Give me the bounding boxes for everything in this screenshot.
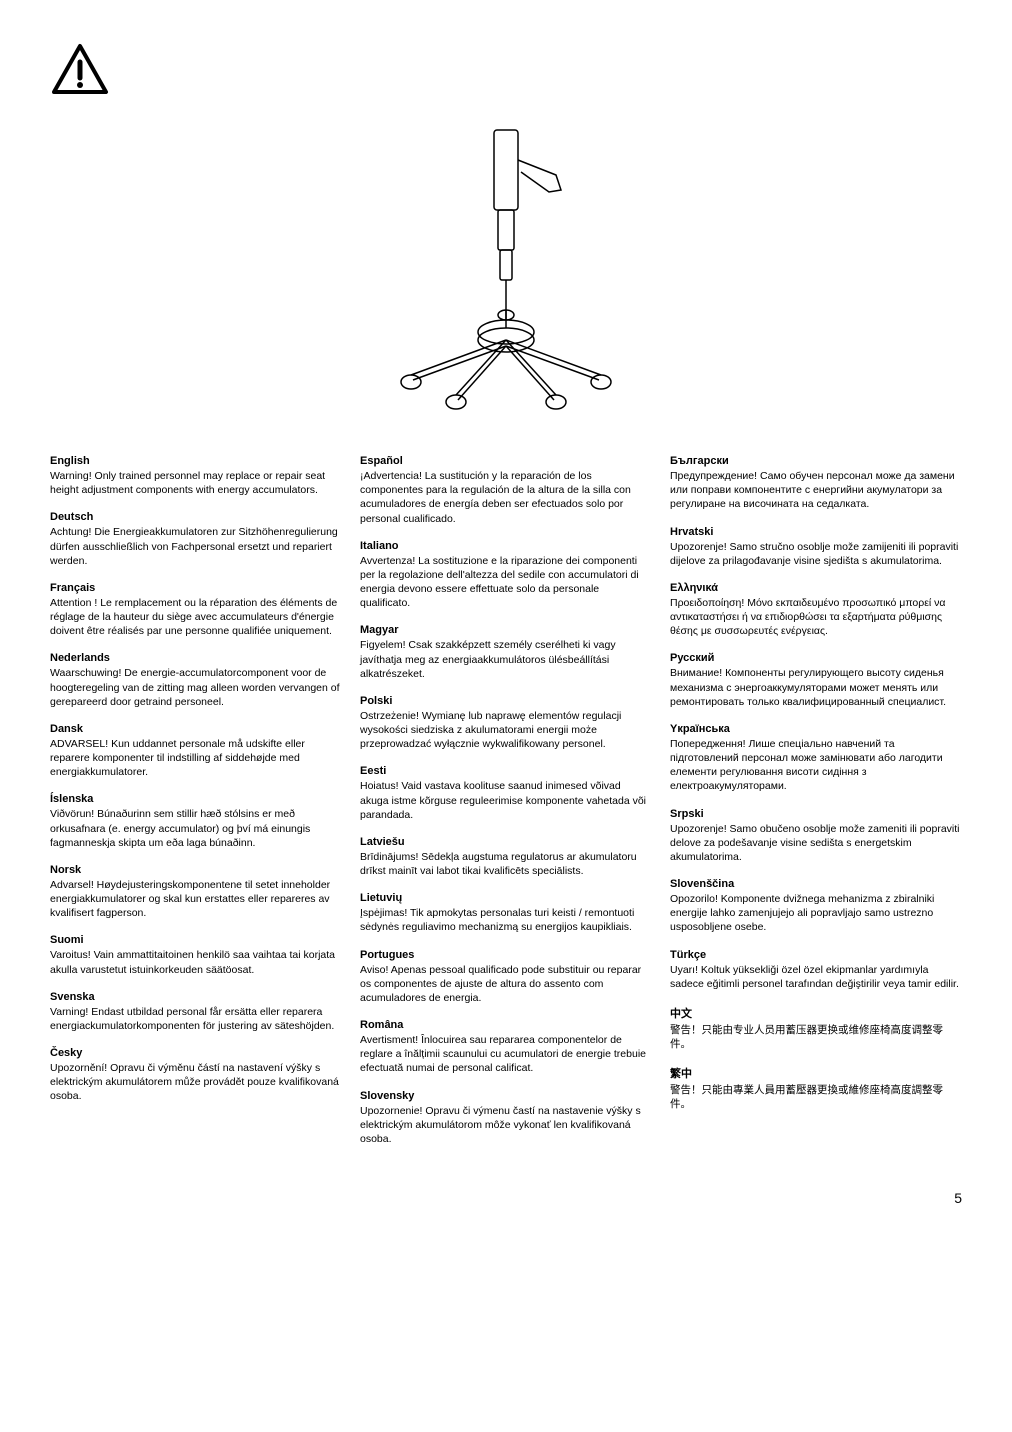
lang-text: Achtung! Die Energieakkumulatoren zur Si…: [50, 525, 342, 568]
lang-heading: Íslenska: [50, 793, 342, 805]
column-3: Български Предупреждение! Само обучен пер…: [670, 455, 962, 1160]
lang-text: Varoitus! Vain ammattitaitoinen henkilö …: [50, 948, 342, 976]
lang-text: Opozorilo! Komponente dvižnega mehanizma…: [670, 892, 962, 935]
lang-text: Įspėjimas! Tik apmokytas personalas turi…: [360, 906, 652, 934]
lang-text: Предупреждение! Само обучен персонал мож…: [670, 469, 962, 512]
lang-block: Româna Avertisment! Înlocuirea sau repara…: [360, 1019, 652, 1076]
lang-block: Italiano Avvertenza! La sostituzione e la…: [360, 540, 652, 611]
lang-text: Avvertenza! La sostituzione e la riparaz…: [360, 554, 652, 611]
lang-block: Français Attention ! Le remplacement ou l…: [50, 582, 342, 639]
lang-heading: 中文: [670, 1005, 962, 1021]
lang-heading: Deutsch: [50, 511, 342, 523]
lang-block: 繁中警告！只能由專業人員用蓄壓器更換或維修座椅高度調整零件。: [670, 1065, 962, 1111]
lang-text: Ostrzeżenie! Wymianę lub naprawę element…: [360, 709, 652, 752]
lang-text: 警告！只能由专业人员用蓄压器更换或维修座椅高度调整零件。: [670, 1023, 962, 1051]
lang-heading: Česky: [50, 1047, 342, 1059]
lang-text: ADVARSEL! Kun uddannet personale må udsk…: [50, 737, 342, 780]
lang-block: Español ¡Advertencia! La sustitución y la…: [360, 455, 652, 526]
lang-heading: Magyar: [360, 624, 652, 636]
lang-text: Προειδοποίηση! Μόνο εκπαιδευμένο προσωπι…: [670, 596, 962, 639]
lang-block: Deutsch Achtung! Die Energieakkumulatoren…: [50, 511, 342, 568]
lang-text: Advarsel! Høydejusteringskomponentene ti…: [50, 878, 342, 921]
lang-heading: Français: [50, 582, 342, 594]
lang-block: Eesti Hoiatus! Vaid vastava koolituse saa…: [360, 765, 652, 822]
lang-heading: Yкраїнська: [670, 723, 962, 735]
lang-block: Dansk ADVARSEL! Kun uddannet personale må…: [50, 723, 342, 780]
lang-text: Upozorenje! Samo obučeno osoblje može za…: [670, 822, 962, 865]
lang-heading: Lietuvių: [360, 892, 652, 904]
lang-heading: Svenska: [50, 991, 342, 1003]
lang-heading: Eesti: [360, 765, 652, 777]
lang-heading: Español: [360, 455, 652, 467]
column-2: Español ¡Advertencia! La sustitución y la…: [360, 455, 652, 1160]
lang-block: Portugues Aviso! Apenas pessoal qualifica…: [360, 949, 652, 1006]
lang-heading: English: [50, 455, 342, 467]
language-columns: English Warning! Only trained personnel m…: [50, 455, 962, 1160]
page-number: 5: [50, 1190, 962, 1206]
lang-block: Latviešu Brīdinājums! Sēdekļa augstuma re…: [360, 836, 652, 878]
lang-block: Lietuvių Įspėjimas! Tik apmokytas persona…: [360, 892, 652, 934]
lang-heading: Polski: [360, 695, 652, 707]
lang-heading: 繁中: [670, 1065, 962, 1081]
lang-block: Česky Upozornění! Opravu či výměnu částí …: [50, 1047, 342, 1104]
lang-block: Ελληνικά Προειδοποίηση! Μόνο εκπαιδευμένο…: [670, 582, 962, 639]
lang-heading: Български: [670, 455, 962, 467]
lang-heading: Norsk: [50, 864, 342, 876]
lang-text: Upozornění! Opravu či výměnu částí na na…: [50, 1061, 342, 1104]
lang-text: Avertisment! Înlocuirea sau repararea co…: [360, 1033, 652, 1076]
lang-block: Srpski Upozorenje! Samo obučeno osoblje m…: [670, 808, 962, 865]
lang-block: Nederlands Waarschuwing! De energie-accum…: [50, 652, 342, 709]
lang-text: Varning! Endast utbildad personal får er…: [50, 1005, 342, 1033]
lang-heading: Slovensky: [360, 1090, 652, 1102]
lang-text: Attention ! Le remplacement ou la répara…: [50, 596, 342, 639]
lang-block: Slovenščina Opozorilo! Komponente dvižneg…: [670, 878, 962, 935]
lang-block: Български Предупреждение! Само обучен пер…: [670, 455, 962, 512]
column-1: English Warning! Only trained personnel m…: [50, 455, 342, 1160]
lang-heading: Româna: [360, 1019, 652, 1031]
lang-block: Svenska Varning! Endast utbildad personal…: [50, 991, 342, 1033]
lang-text: Waarschuwing! De energie-accumulatorcomp…: [50, 666, 342, 709]
lang-text: Hoiatus! Vaid vastava koolituse saanud i…: [360, 779, 652, 822]
lang-heading: Ελληνικά: [670, 582, 962, 594]
lang-heading: Slovenščina: [670, 878, 962, 890]
lang-text: Попередження! Лише спеціально навчений т…: [670, 737, 962, 794]
lang-heading: Dansk: [50, 723, 342, 735]
lang-text: Upozorenje! Samo stručno osoblje može za…: [670, 540, 962, 568]
lang-heading: Türkçe: [670, 949, 962, 961]
lang-text: Viðvörun! Búnaðurinn sem stillir hæð stó…: [50, 807, 342, 850]
lang-block: English Warning! Only trained personnel m…: [50, 455, 342, 497]
lang-text: Uyarı! Koltuk yüksekliği özel özel ekipm…: [670, 963, 962, 991]
lang-text: Figyelem! Csak szakképzett személy cseré…: [360, 638, 652, 681]
lang-block: Русский Внимание! Компоненты регулирующег…: [670, 652, 962, 709]
lang-text: 警告！只能由專業人員用蓄壓器更換或維修座椅高度調整零件。: [670, 1083, 962, 1111]
lang-block: 中文警告！只能由专业人员用蓄压器更换或维修座椅高度调整零件。: [670, 1005, 962, 1051]
lang-heading: Latviešu: [360, 836, 652, 848]
lang-heading: Srpski: [670, 808, 962, 820]
lang-block: Íslenska Viðvörun! Búnaðurinn sem stillir…: [50, 793, 342, 850]
lang-heading: Nederlands: [50, 652, 342, 664]
lang-block: Norsk Advarsel! Høydejusteringskomponente…: [50, 864, 342, 921]
lang-text: Upozornenie! Opravu či výmenu častí na n…: [360, 1104, 652, 1147]
lang-text: ¡Advertencia! La sustitución y la repara…: [360, 469, 652, 526]
lang-text: Внимание! Компоненты регулирующего высот…: [670, 666, 962, 709]
lang-heading: Suomi: [50, 934, 342, 946]
lang-block: Hrvatski Upozorenje! Samo stručno osoblje…: [670, 526, 962, 568]
lang-block: Türkçe Uyarı! Koltuk yüksekliği özel özel…: [670, 949, 962, 991]
lang-heading: Portugues: [360, 949, 652, 961]
warning-triangle-icon: [50, 40, 110, 100]
lang-block: Slovensky Upozornenie! Opravu či výmenu č…: [360, 1090, 652, 1147]
lang-text: Brīdinājums! Sēdekļa augstuma regulatoru…: [360, 850, 652, 878]
lang-heading: Русский: [670, 652, 962, 664]
lang-heading: Italiano: [360, 540, 652, 552]
lang-block: Suomi Varoitus! Vain ammattitaitoinen hen…: [50, 934, 342, 976]
lang-heading: Hrvatski: [670, 526, 962, 538]
lang-block: Polski Ostrzeżenie! Wymianę lub naprawę e…: [360, 695, 652, 752]
chair-base-illustration: [50, 120, 962, 425]
lang-block: Yкраїнська Попередження! Лише спеціально …: [670, 723, 962, 794]
lang-text: Warning! Only trained personnel may repl…: [50, 469, 342, 497]
lang-text: Aviso! Apenas pessoal qualificado pode s…: [360, 963, 652, 1006]
lang-block: Magyar Figyelem! Csak szakképzett személy…: [360, 624, 652, 681]
